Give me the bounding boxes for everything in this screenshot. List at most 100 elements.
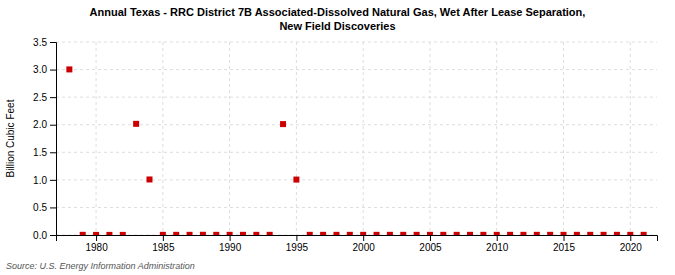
point bbox=[280, 121, 286, 127]
y-axis-tick-label: 0.5 bbox=[33, 202, 47, 213]
y-axis-tick: 3.5 bbox=[33, 37, 56, 48]
point bbox=[333, 232, 339, 235]
point bbox=[240, 232, 246, 235]
x-axis-tick-label: 1980 bbox=[85, 242, 108, 253]
x-axis-tick-mark bbox=[564, 235, 565, 241]
point bbox=[507, 232, 513, 235]
x-axis-tick: 2015 bbox=[553, 235, 576, 253]
grid bbox=[56, 42, 657, 235]
y-axis-tick-mark bbox=[50, 70, 56, 71]
x-axis-tick-label: 1995 bbox=[286, 242, 309, 253]
plot: 1980 1985 1990 1995 2000 2005 2010 2015 2020 0.0 0… bbox=[33, 37, 657, 253]
y-axis-tick-mark bbox=[50, 235, 56, 236]
point bbox=[80, 232, 86, 235]
x-axis-tick-mark bbox=[296, 235, 297, 241]
x-axis-tick-mark bbox=[96, 235, 97, 241]
point bbox=[454, 232, 460, 235]
point bbox=[547, 232, 553, 235]
x-axis-tick-label: 2020 bbox=[620, 242, 643, 253]
grid-line bbox=[630, 42, 631, 235]
y-axis-tick: 0.5 bbox=[33, 202, 56, 213]
x-axis-tick-mark bbox=[430, 235, 431, 241]
point bbox=[360, 232, 366, 235]
point bbox=[187, 232, 193, 235]
point bbox=[173, 232, 179, 235]
point bbox=[440, 232, 446, 235]
grid-line bbox=[429, 42, 430, 235]
grid-line bbox=[296, 42, 297, 235]
x-axis-tick-mark bbox=[230, 235, 231, 241]
y-axis-tick-label: 2.0 bbox=[33, 119, 47, 130]
grid-line bbox=[56, 69, 657, 70]
point bbox=[400, 232, 406, 235]
point bbox=[267, 232, 273, 235]
point bbox=[601, 232, 607, 235]
y-axis-tick: 0.0 bbox=[33, 230, 56, 241]
point bbox=[227, 232, 233, 235]
y-axis-tick: 2.0 bbox=[33, 119, 56, 130]
x-axis-tick-mark bbox=[163, 235, 164, 241]
x-axis-tick-mark bbox=[630, 235, 631, 241]
point bbox=[627, 232, 633, 235]
point bbox=[307, 232, 313, 235]
chart: 1980 1985 1990 1995 2000 2005 2010 2015 2020 0.0 0… bbox=[0, 0, 675, 275]
grid-line bbox=[162, 42, 163, 235]
point bbox=[133, 121, 139, 127]
x-axis-tick: 1980 bbox=[85, 235, 108, 253]
y-axis-tick-mark bbox=[50, 125, 56, 126]
point bbox=[66, 66, 72, 72]
x-axis-tick: 1985 bbox=[152, 235, 175, 253]
grid-line bbox=[56, 97, 657, 98]
y-axis-tick: 2.5 bbox=[33, 92, 56, 103]
x-axis-tick-label: 2000 bbox=[353, 242, 376, 253]
y-axis-tick-mark bbox=[50, 42, 56, 43]
point bbox=[614, 232, 620, 235]
x-axis-tick-label: 2005 bbox=[419, 242, 442, 253]
grid-line bbox=[96, 42, 97, 235]
x-axis-tick: 2010 bbox=[486, 235, 509, 253]
x-axis-tick: 1990 bbox=[219, 235, 242, 253]
point bbox=[561, 232, 567, 235]
point bbox=[320, 232, 326, 235]
x-axis-tick: 1995 bbox=[286, 235, 309, 253]
point bbox=[574, 232, 580, 235]
y-axis-tick-mark bbox=[50, 97, 56, 98]
grid-line bbox=[496, 42, 497, 235]
point bbox=[293, 177, 299, 183]
y-axis-tick-label: 2.5 bbox=[33, 92, 47, 103]
point bbox=[480, 232, 486, 235]
y-axis-tick-mark bbox=[50, 180, 56, 181]
grid-line bbox=[56, 42, 657, 43]
point bbox=[387, 232, 393, 235]
y-axis-tick-label: 3.0 bbox=[33, 64, 47, 75]
point bbox=[253, 232, 259, 235]
grid-line bbox=[563, 42, 564, 235]
y-axis-tick-label: 1.5 bbox=[33, 147, 47, 158]
x-axis-tick-label: 2015 bbox=[553, 242, 576, 253]
y-axis-title: Billion Cubic Feet bbox=[5, 99, 16, 177]
x-axis-tick: 2020 bbox=[620, 235, 643, 253]
y-axis-tick-label: 0.0 bbox=[33, 230, 47, 241]
y-axis-tick: 1.5 bbox=[33, 147, 56, 158]
x-axis-tick-label: 2010 bbox=[486, 242, 509, 253]
point bbox=[641, 232, 647, 235]
point bbox=[374, 232, 380, 235]
point bbox=[520, 232, 526, 235]
x-axis-tick-label: 1985 bbox=[152, 242, 175, 253]
grid-line bbox=[229, 42, 230, 235]
point bbox=[427, 232, 433, 235]
grid-line bbox=[56, 152, 657, 153]
y-axis-tick: 1.0 bbox=[33, 175, 56, 186]
point bbox=[93, 232, 99, 235]
point bbox=[414, 232, 420, 235]
x-axis-tick: 2005 bbox=[419, 235, 442, 253]
grid-line bbox=[56, 124, 657, 125]
x-axis-tick-mark bbox=[363, 235, 364, 241]
grid-line bbox=[56, 207, 657, 208]
point bbox=[467, 232, 473, 235]
y-axis-tick-label: 1.0 bbox=[33, 175, 47, 186]
point bbox=[200, 232, 206, 235]
point bbox=[347, 232, 353, 235]
y-axis-tick: 3.0 bbox=[33, 64, 56, 75]
point bbox=[146, 176, 152, 182]
